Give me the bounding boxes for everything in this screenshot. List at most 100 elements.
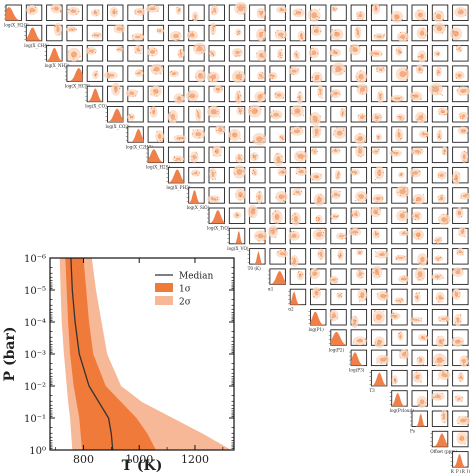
corner-histogram: Ps	[410, 410, 428, 434]
corner-panel	[167, 65, 185, 82]
corner-panel	[330, 207, 347, 224]
corner-panel	[431, 22, 449, 42]
corner-panel	[452, 85, 471, 103]
corner-panel	[389, 309, 408, 326]
corner-panel	[411, 227, 428, 245]
corner-panel	[103, 65, 124, 82]
corner-histogram: log(P1)	[308, 309, 327, 332]
corner-panel	[350, 4, 368, 21]
corner-panel	[370, 126, 388, 143]
corner-panel	[188, 4, 205, 22]
corner-panel	[350, 187, 368, 204]
corner-panel	[411, 126, 429, 143]
corner-param-label: α1	[268, 286, 274, 291]
corner-panel	[228, 1, 248, 21]
corner-histogram: log(X_NH3)	[44, 45, 70, 68]
corner-panel	[452, 106, 469, 123]
corner-panel	[370, 106, 388, 123]
corner-panel	[228, 106, 246, 123]
legend-label: 1σ	[179, 285, 191, 295]
y-tick-label: 10⁻⁵	[24, 286, 46, 297]
corner-panel	[350, 309, 368, 329]
corner-panel	[431, 329, 449, 348]
corner-panel	[308, 45, 327, 62]
one-sigma-band	[65, 258, 156, 450]
corner-panel	[228, 146, 246, 164]
corner-histogram: log(X_SiO)	[186, 187, 210, 210]
corner-panel	[452, 410, 470, 427]
corner-histogram: T3	[369, 369, 388, 393]
corner-panel	[228, 165, 246, 184]
corner-panel	[310, 24, 327, 42]
corner-panel	[249, 24, 266, 42]
corner-panel	[268, 225, 286, 245]
corner-panel	[411, 4, 428, 21]
corner-panel	[350, 288, 368, 306]
corner-panel	[269, 146, 286, 167]
corner-panel	[330, 126, 347, 143]
corner-panel	[409, 85, 428, 103]
corner-panel	[66, 4, 83, 21]
corner-panel	[186, 85, 205, 103]
corner-panel	[330, 106, 347, 123]
corner-panel	[146, 45, 165, 62]
corner-panel	[411, 187, 428, 205]
corner-histogram: T0 (K)	[247, 248, 266, 271]
corner-histogram: α2	[288, 288, 307, 312]
corner-panel	[228, 207, 246, 224]
corner-panel	[249, 4, 266, 21]
corner-panel	[452, 146, 469, 164]
corner-histogram: log(Pcloud)	[389, 390, 414, 413]
corner-histogram: log(X_H2S)	[146, 146, 171, 170]
corner-panel	[330, 24, 347, 42]
corner-panel	[370, 187, 388, 204]
corner-param-label: log(P3)	[349, 368, 365, 373]
corner-param-label: α2	[288, 307, 294, 312]
corner-panel	[289, 104, 307, 123]
corner-panel	[310, 166, 327, 184]
corner-histogram: log(X_H2O)	[4, 4, 29, 28]
corner-panel	[247, 104, 266, 123]
y-tick-label: 10⁻⁴	[24, 318, 46, 329]
corner-panel	[431, 106, 449, 123]
corner-panel	[411, 369, 428, 387]
corner-panel	[370, 288, 390, 306]
corner-histogram: log(X_CH4)	[24, 24, 49, 48]
legend-label: 2σ	[179, 298, 191, 308]
corner-param-label: log(X_CO)	[85, 104, 107, 109]
corner-panel	[411, 329, 429, 346]
corner-panel	[391, 24, 409, 43]
corner-panel	[249, 45, 267, 62]
corner-param-label: log(X_VO)	[227, 246, 249, 251]
corner-panel	[206, 65, 225, 83]
corner-param-label: log(X_NH3)	[45, 63, 70, 68]
corner-panel	[207, 105, 225, 123]
corner-panel	[269, 166, 288, 184]
corner-panel	[431, 187, 449, 204]
corner-panel	[350, 24, 368, 42]
corner-panel	[310, 65, 327, 84]
corner-panel	[208, 145, 225, 164]
corner-panel	[391, 166, 408, 184]
corner-panel	[269, 248, 289, 265]
y-tick-label: 10⁻²	[24, 382, 46, 393]
corner-panel	[107, 4, 124, 21]
corner-panel	[289, 268, 307, 285]
corner-panel	[391, 268, 409, 285]
corner-panel	[289, 187, 307, 204]
corner-panel	[310, 146, 327, 164]
corner-panel	[269, 106, 286, 123]
corner-panel	[452, 247, 469, 265]
corner-panel	[330, 166, 347, 184]
corner-panel	[349, 43, 368, 62]
corner-panel	[127, 4, 146, 21]
tp-profile-chart: 10⁻⁶ 10⁻⁵ 10⁻⁴ 10⁻³ 10⁻² 10⁻¹ 10⁰ 800 1000 1200 T …	[2, 254, 235, 473]
corner-panel	[86, 24, 104, 42]
corner-panel	[431, 146, 449, 164]
corner-panel	[289, 146, 308, 164]
corner-panel	[452, 45, 469, 62]
corner-panel	[269, 45, 286, 62]
corner-histogram: log(X_CO2)	[105, 106, 130, 129]
corner-panel	[167, 106, 185, 124]
corner-panel	[431, 45, 449, 62]
